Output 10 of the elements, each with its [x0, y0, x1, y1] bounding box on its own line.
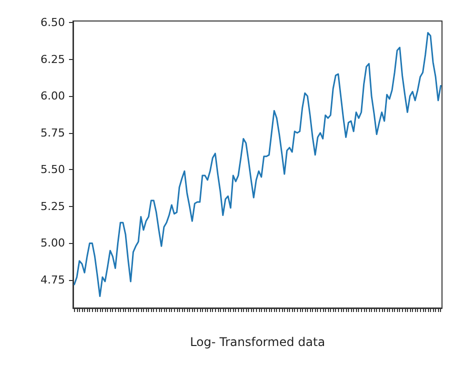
y-tick-label: 6.50	[40, 16, 65, 29]
y-tick-label: 6.00	[40, 90, 65, 103]
line-series	[74, 32, 442, 297]
y-tick-label: 5.75	[40, 126, 65, 140]
y-tick-label: 5.50	[40, 163, 65, 176]
y-tick-label: 6.25	[40, 52, 65, 66]
y-tick-label: 5.00	[40, 236, 65, 250]
y-tick-label: 5.25	[40, 200, 65, 213]
x-axis-title: Log- Transformed data	[190, 335, 326, 349]
y-tick-label: 4.75	[40, 274, 65, 287]
